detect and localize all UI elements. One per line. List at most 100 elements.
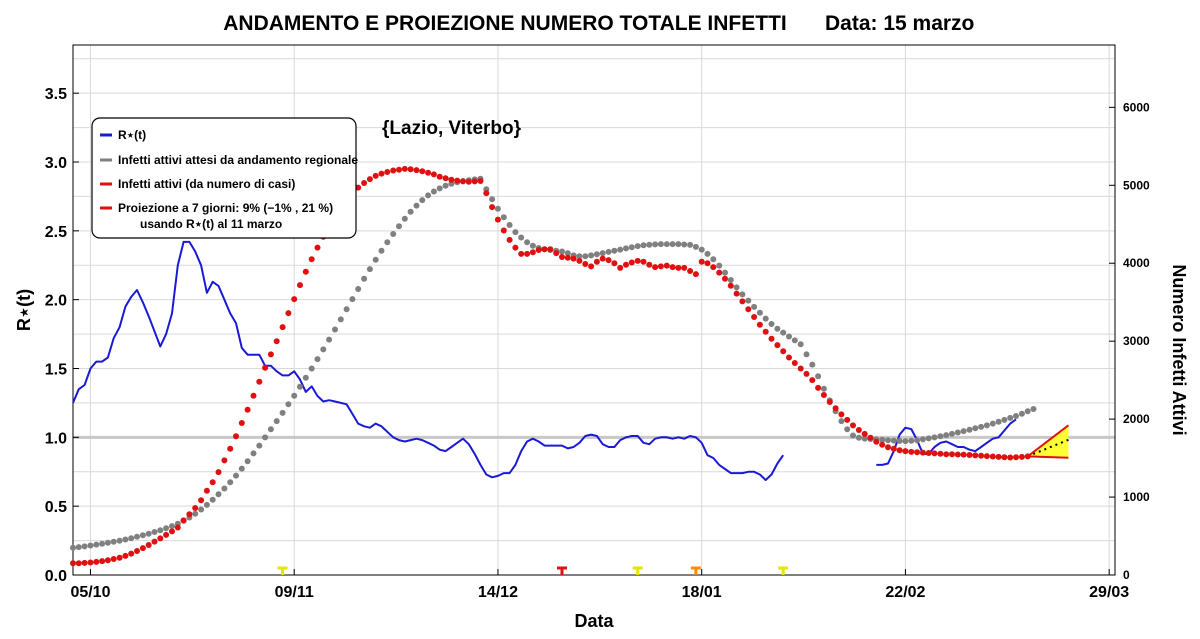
point-actual xyxy=(716,269,723,276)
point-expected xyxy=(617,246,624,253)
point-actual xyxy=(267,351,274,358)
point-expected xyxy=(145,530,152,537)
point-actual xyxy=(791,360,798,366)
legend-label-projection-2: usando R⋆(t) al 11 marzo xyxy=(140,217,282,231)
point-expected xyxy=(436,185,443,192)
point-actual xyxy=(541,246,548,253)
point-expected xyxy=(198,506,205,513)
point-expected xyxy=(954,429,961,436)
point-expected xyxy=(1024,408,1031,415)
point-actual xyxy=(279,324,286,331)
point-actual xyxy=(139,545,146,552)
point-expected xyxy=(267,426,274,433)
point-actual xyxy=(780,348,787,355)
point-expected xyxy=(722,269,728,276)
point-actual xyxy=(104,557,111,564)
projection-lower xyxy=(1027,455,1069,459)
point-actual xyxy=(989,453,996,460)
point-actual xyxy=(553,250,560,257)
point-expected xyxy=(727,277,734,283)
point-actual xyxy=(617,264,624,271)
point-actual xyxy=(471,178,478,185)
y-tick-label-right: 0 xyxy=(1123,568,1130,582)
point-actual xyxy=(535,247,542,253)
point-actual xyxy=(687,268,694,274)
point-expected xyxy=(704,250,711,257)
point-expected xyxy=(361,275,368,282)
point-expected xyxy=(134,533,140,540)
point-actual xyxy=(983,453,990,460)
legend-label-projection: Proiezione a 7 giorni: 9% (−1% , 21 %) xyxy=(118,201,333,215)
point-actual xyxy=(308,256,315,263)
point-actual xyxy=(442,175,449,182)
point-actual xyxy=(786,354,792,361)
point-actual xyxy=(634,257,641,264)
point-actual xyxy=(116,554,123,561)
point-actual xyxy=(169,528,175,535)
point-expected xyxy=(756,309,763,316)
point-expected xyxy=(692,243,699,250)
legend-label-actual: Infetti attivi (da numero di casi) xyxy=(118,177,295,191)
point-expected xyxy=(716,262,723,269)
point-expected xyxy=(104,539,111,546)
axis-ticks: 0.0 0.5 1.0 1.5 2.0 2.5 3.0 3.5 0 1000 2000 3000 400… xyxy=(45,86,1150,601)
x-axis-label: Data xyxy=(574,611,614,631)
point-expected xyxy=(780,329,787,336)
point-expected xyxy=(995,418,1002,425)
point-expected xyxy=(244,458,251,465)
x-tick-label: 09/11 xyxy=(275,584,314,601)
point-expected xyxy=(611,247,618,254)
point-expected xyxy=(1007,414,1014,421)
point-actual xyxy=(209,479,216,486)
point-actual xyxy=(908,448,915,455)
point-expected xyxy=(122,536,129,543)
point-actual xyxy=(937,450,944,457)
point-expected xyxy=(355,286,362,292)
point-expected xyxy=(925,435,932,442)
point-expected xyxy=(366,266,373,273)
point-expected xyxy=(902,438,909,445)
projection-upper xyxy=(1027,424,1070,458)
point-expected xyxy=(657,241,664,248)
point-expected xyxy=(87,542,94,549)
point-expected xyxy=(512,229,519,236)
point-expected xyxy=(169,523,175,530)
point-actual xyxy=(297,282,303,289)
point-actual xyxy=(186,511,193,518)
point-actual xyxy=(855,427,862,433)
point-actual xyxy=(465,178,472,185)
point-expected xyxy=(233,472,239,479)
point-expected xyxy=(861,435,868,442)
point-actual xyxy=(483,190,490,197)
point-actual xyxy=(250,392,257,399)
point-actual xyxy=(657,263,664,270)
point-expected xyxy=(308,365,315,372)
point-expected xyxy=(919,436,926,443)
point-actual xyxy=(756,321,763,328)
point-expected xyxy=(489,196,496,203)
plot-frame xyxy=(72,44,1116,576)
point-actual xyxy=(879,441,886,448)
point-expected xyxy=(733,284,740,291)
point-actual xyxy=(914,449,921,456)
point-actual xyxy=(768,335,775,342)
point-actual xyxy=(233,433,239,440)
point-actual xyxy=(396,166,402,173)
point-actual xyxy=(494,216,501,223)
point-actual xyxy=(593,258,600,265)
point-actual xyxy=(949,451,955,458)
point-expected xyxy=(634,243,641,250)
point-expected xyxy=(291,392,298,399)
point-expected xyxy=(93,541,100,548)
point-actual xyxy=(81,559,88,566)
point-actual xyxy=(698,258,705,265)
point-expected xyxy=(314,356,321,363)
point-actual xyxy=(681,264,688,271)
point-actual xyxy=(75,560,82,567)
point-actual xyxy=(238,420,245,426)
point-expected xyxy=(943,432,950,439)
point-actual xyxy=(570,255,577,262)
point-expected xyxy=(931,434,938,441)
point-expected xyxy=(518,234,525,241)
point-actual xyxy=(512,244,519,251)
